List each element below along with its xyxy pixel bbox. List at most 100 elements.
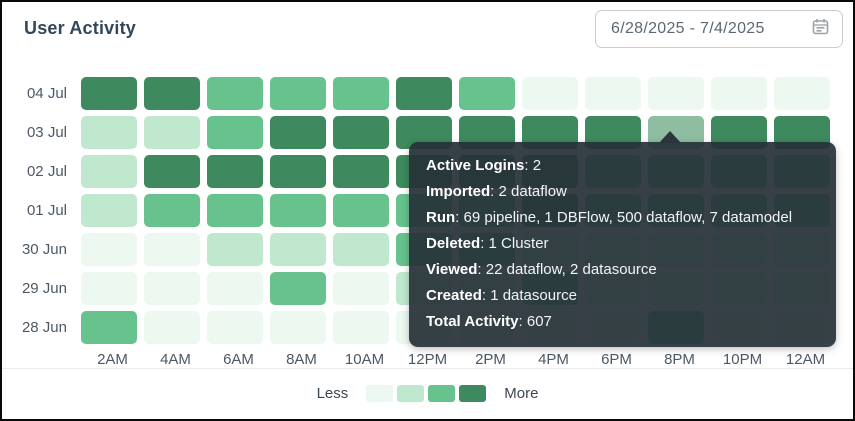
tooltip-line-label: Created xyxy=(426,287,482,304)
column-label: 12AM xyxy=(785,351,826,368)
heatmap-cell[interactable] xyxy=(270,233,326,266)
legend-more-label: More xyxy=(504,384,539,402)
heatmap-cell[interactable] xyxy=(270,194,326,227)
row-label: 29 Jun xyxy=(21,280,67,297)
row-label: 02 Jul xyxy=(26,163,67,180)
tooltip-line: Run: 69 pipeline, 1 DBFlow, 500 dataflow… xyxy=(426,205,819,231)
tooltip-line: Imported: 2 dataflow xyxy=(426,179,819,205)
tooltip-line: Total Activity: 607 xyxy=(426,309,819,335)
row-label: 30 Jun xyxy=(21,241,67,258)
heatmap-cell[interactable] xyxy=(144,233,200,266)
intensity-legend: Less More xyxy=(2,374,853,412)
heatmap-cell[interactable] xyxy=(333,233,389,266)
legend-swatches xyxy=(366,384,487,402)
legend-swatch xyxy=(428,384,456,402)
heatmap-cell[interactable] xyxy=(81,311,137,344)
tooltip-line-value: : 1 datasource xyxy=(481,287,577,304)
tooltip-line-value: : 22 dataflow, 2 datasource xyxy=(477,261,657,278)
tooltip-line-label: Viewed xyxy=(426,261,478,278)
row-label: 28 Jun xyxy=(21,319,67,336)
column-label: 10PM xyxy=(722,351,763,368)
column-label: 4AM xyxy=(160,351,191,368)
heatmap-cell[interactable] xyxy=(81,116,137,149)
heatmap-cell[interactable] xyxy=(333,116,389,149)
heatmap-cell[interactable] xyxy=(585,77,641,110)
heatmap-cell[interactable] xyxy=(459,77,515,110)
column-label: 10AM xyxy=(344,351,385,368)
tooltip-line-value: : 2 xyxy=(524,157,542,174)
heatmap-cell[interactable] xyxy=(81,77,137,110)
heatmap-cell[interactable] xyxy=(711,77,767,110)
heatmap-cell[interactable] xyxy=(333,272,389,305)
heatmap-x-axis: 2AM 4AM 6AM 8AM 10AM 12PM 2PM 4PM 6PM 8PM 10PM 12AM xyxy=(81,351,853,371)
column-label: 2PM xyxy=(475,351,506,368)
row-label: 03 Jul xyxy=(26,124,67,141)
tooltip-line: Created: 1 datasource xyxy=(426,283,819,309)
tooltip-line-label: Imported xyxy=(426,183,491,200)
legend-swatch xyxy=(397,384,425,402)
heatmap-cell[interactable] xyxy=(522,77,578,110)
heatmap-cell[interactable] xyxy=(648,77,704,110)
tooltip-line: Active Logins: 2 xyxy=(426,153,819,179)
heatmap-cell[interactable] xyxy=(396,77,452,110)
heatmap-cell[interactable] xyxy=(333,77,389,110)
heatmap-cell[interactable] xyxy=(207,155,263,188)
date-range-value: 6/28/2025 - 7/4/2025 xyxy=(611,20,765,37)
legend-swatch xyxy=(366,384,394,402)
heatmap-cell[interactable] xyxy=(81,155,137,188)
heatmap-cell[interactable] xyxy=(144,77,200,110)
column-label: 6AM xyxy=(223,351,254,368)
heatmap-cell[interactable] xyxy=(207,116,263,149)
heatmap-cell[interactable] xyxy=(144,272,200,305)
tooltip-line-value: : 1 Cluster xyxy=(480,235,549,252)
heatmap-cell[interactable] xyxy=(144,311,200,344)
page-title: User Activity xyxy=(24,18,136,38)
heatmap-cell[interactable] xyxy=(333,155,389,188)
heatmap-cell[interactable] xyxy=(207,233,263,266)
tooltip-line-label: Active Logins xyxy=(426,157,525,174)
tooltip-line-value: : 607 xyxy=(518,313,552,330)
tooltip-line-value: : 69 pipeline, 1 DBFlow, 500 dataflow, 7… xyxy=(455,209,793,226)
heatmap-cell[interactable] xyxy=(81,194,137,227)
heatmap-cell[interactable] xyxy=(207,311,263,344)
divider xyxy=(2,368,853,369)
calendar-icon[interactable] xyxy=(812,18,829,40)
column-label: 8PM xyxy=(664,351,695,368)
cell-tooltip: Active Logins: 2 Imported: 2 dataflow Run:… xyxy=(409,131,836,347)
heatmap-cell[interactable] xyxy=(144,116,200,149)
heatmap-cell[interactable] xyxy=(144,155,200,188)
heatmap-cell[interactable] xyxy=(270,116,326,149)
legend-swatch xyxy=(459,384,487,402)
heatmap-cell[interactable] xyxy=(774,77,830,110)
tooltip-line-label: Deleted xyxy=(426,235,481,252)
heatmap-cell[interactable] xyxy=(270,77,326,110)
row-label: 04 Jul xyxy=(26,85,67,102)
heatmap-cell[interactable] xyxy=(207,272,263,305)
heatmap-cell[interactable] xyxy=(81,233,137,266)
column-label: 12PM xyxy=(407,351,448,368)
heatmap-cell[interactable] xyxy=(81,272,137,305)
tooltip-caret-icon xyxy=(659,131,681,143)
column-label: 2AM xyxy=(97,351,128,368)
row-label: 01 Jul xyxy=(26,202,67,219)
heatmap-cell[interactable] xyxy=(270,272,326,305)
heatmap-cell[interactable] xyxy=(270,311,326,344)
date-range-picker[interactable]: 6/28/2025 - 7/4/2025 xyxy=(595,10,843,48)
column-label: 4PM xyxy=(538,351,569,368)
tooltip-line: Deleted: 1 Cluster xyxy=(426,231,819,257)
heatmap-cell[interactable] xyxy=(270,155,326,188)
heatmap-cell[interactable] xyxy=(207,194,263,227)
tooltip-line-label: Run xyxy=(426,209,456,226)
column-label: 8AM xyxy=(286,351,317,368)
heatmap-cell[interactable] xyxy=(333,194,389,227)
tooltip-line: Viewed: 22 dataflow, 2 datasource xyxy=(426,257,819,283)
tooltip-line-value: : 2 dataflow xyxy=(490,183,567,200)
legend-less-label: Less xyxy=(316,384,349,402)
tooltip-line-label: Total Activity xyxy=(426,313,519,330)
heatmap-cell[interactable] xyxy=(207,77,263,110)
tooltip-body: Active Logins: 2 Imported: 2 dataflow Run:… xyxy=(426,153,819,335)
heatmap-cell[interactable] xyxy=(144,194,200,227)
heatmap-row: 04 Jul xyxy=(2,77,853,116)
heatmap-cell[interactable] xyxy=(333,311,389,344)
